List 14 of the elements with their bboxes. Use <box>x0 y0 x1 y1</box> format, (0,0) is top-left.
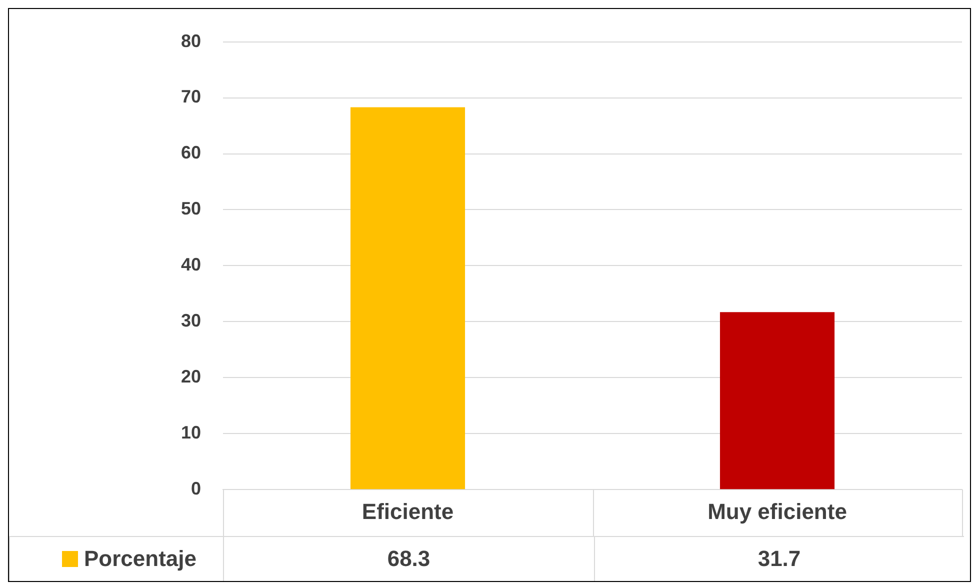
y-tick-label: 0 <box>190 478 201 499</box>
y-tick-label: 20 <box>180 366 201 387</box>
y-tick-label: 60 <box>180 142 201 163</box>
y-tick-label: 40 <box>180 254 201 275</box>
y-tick-label: 70 <box>180 86 201 107</box>
x-tick-label: Eficiente <box>362 498 454 524</box>
y-tick-label: 50 <box>180 198 201 219</box>
x-tick-label: Muy eficiente <box>708 498 847 524</box>
legend-label: Porcentaje <box>84 546 196 572</box>
y-tick-label: 80 <box>180 30 201 51</box>
data-label: 68.3 <box>223 536 594 581</box>
y-tick-label: 30 <box>180 310 201 331</box>
y-tick-label: 10 <box>180 422 201 443</box>
data-label: 31.7 <box>594 536 964 581</box>
